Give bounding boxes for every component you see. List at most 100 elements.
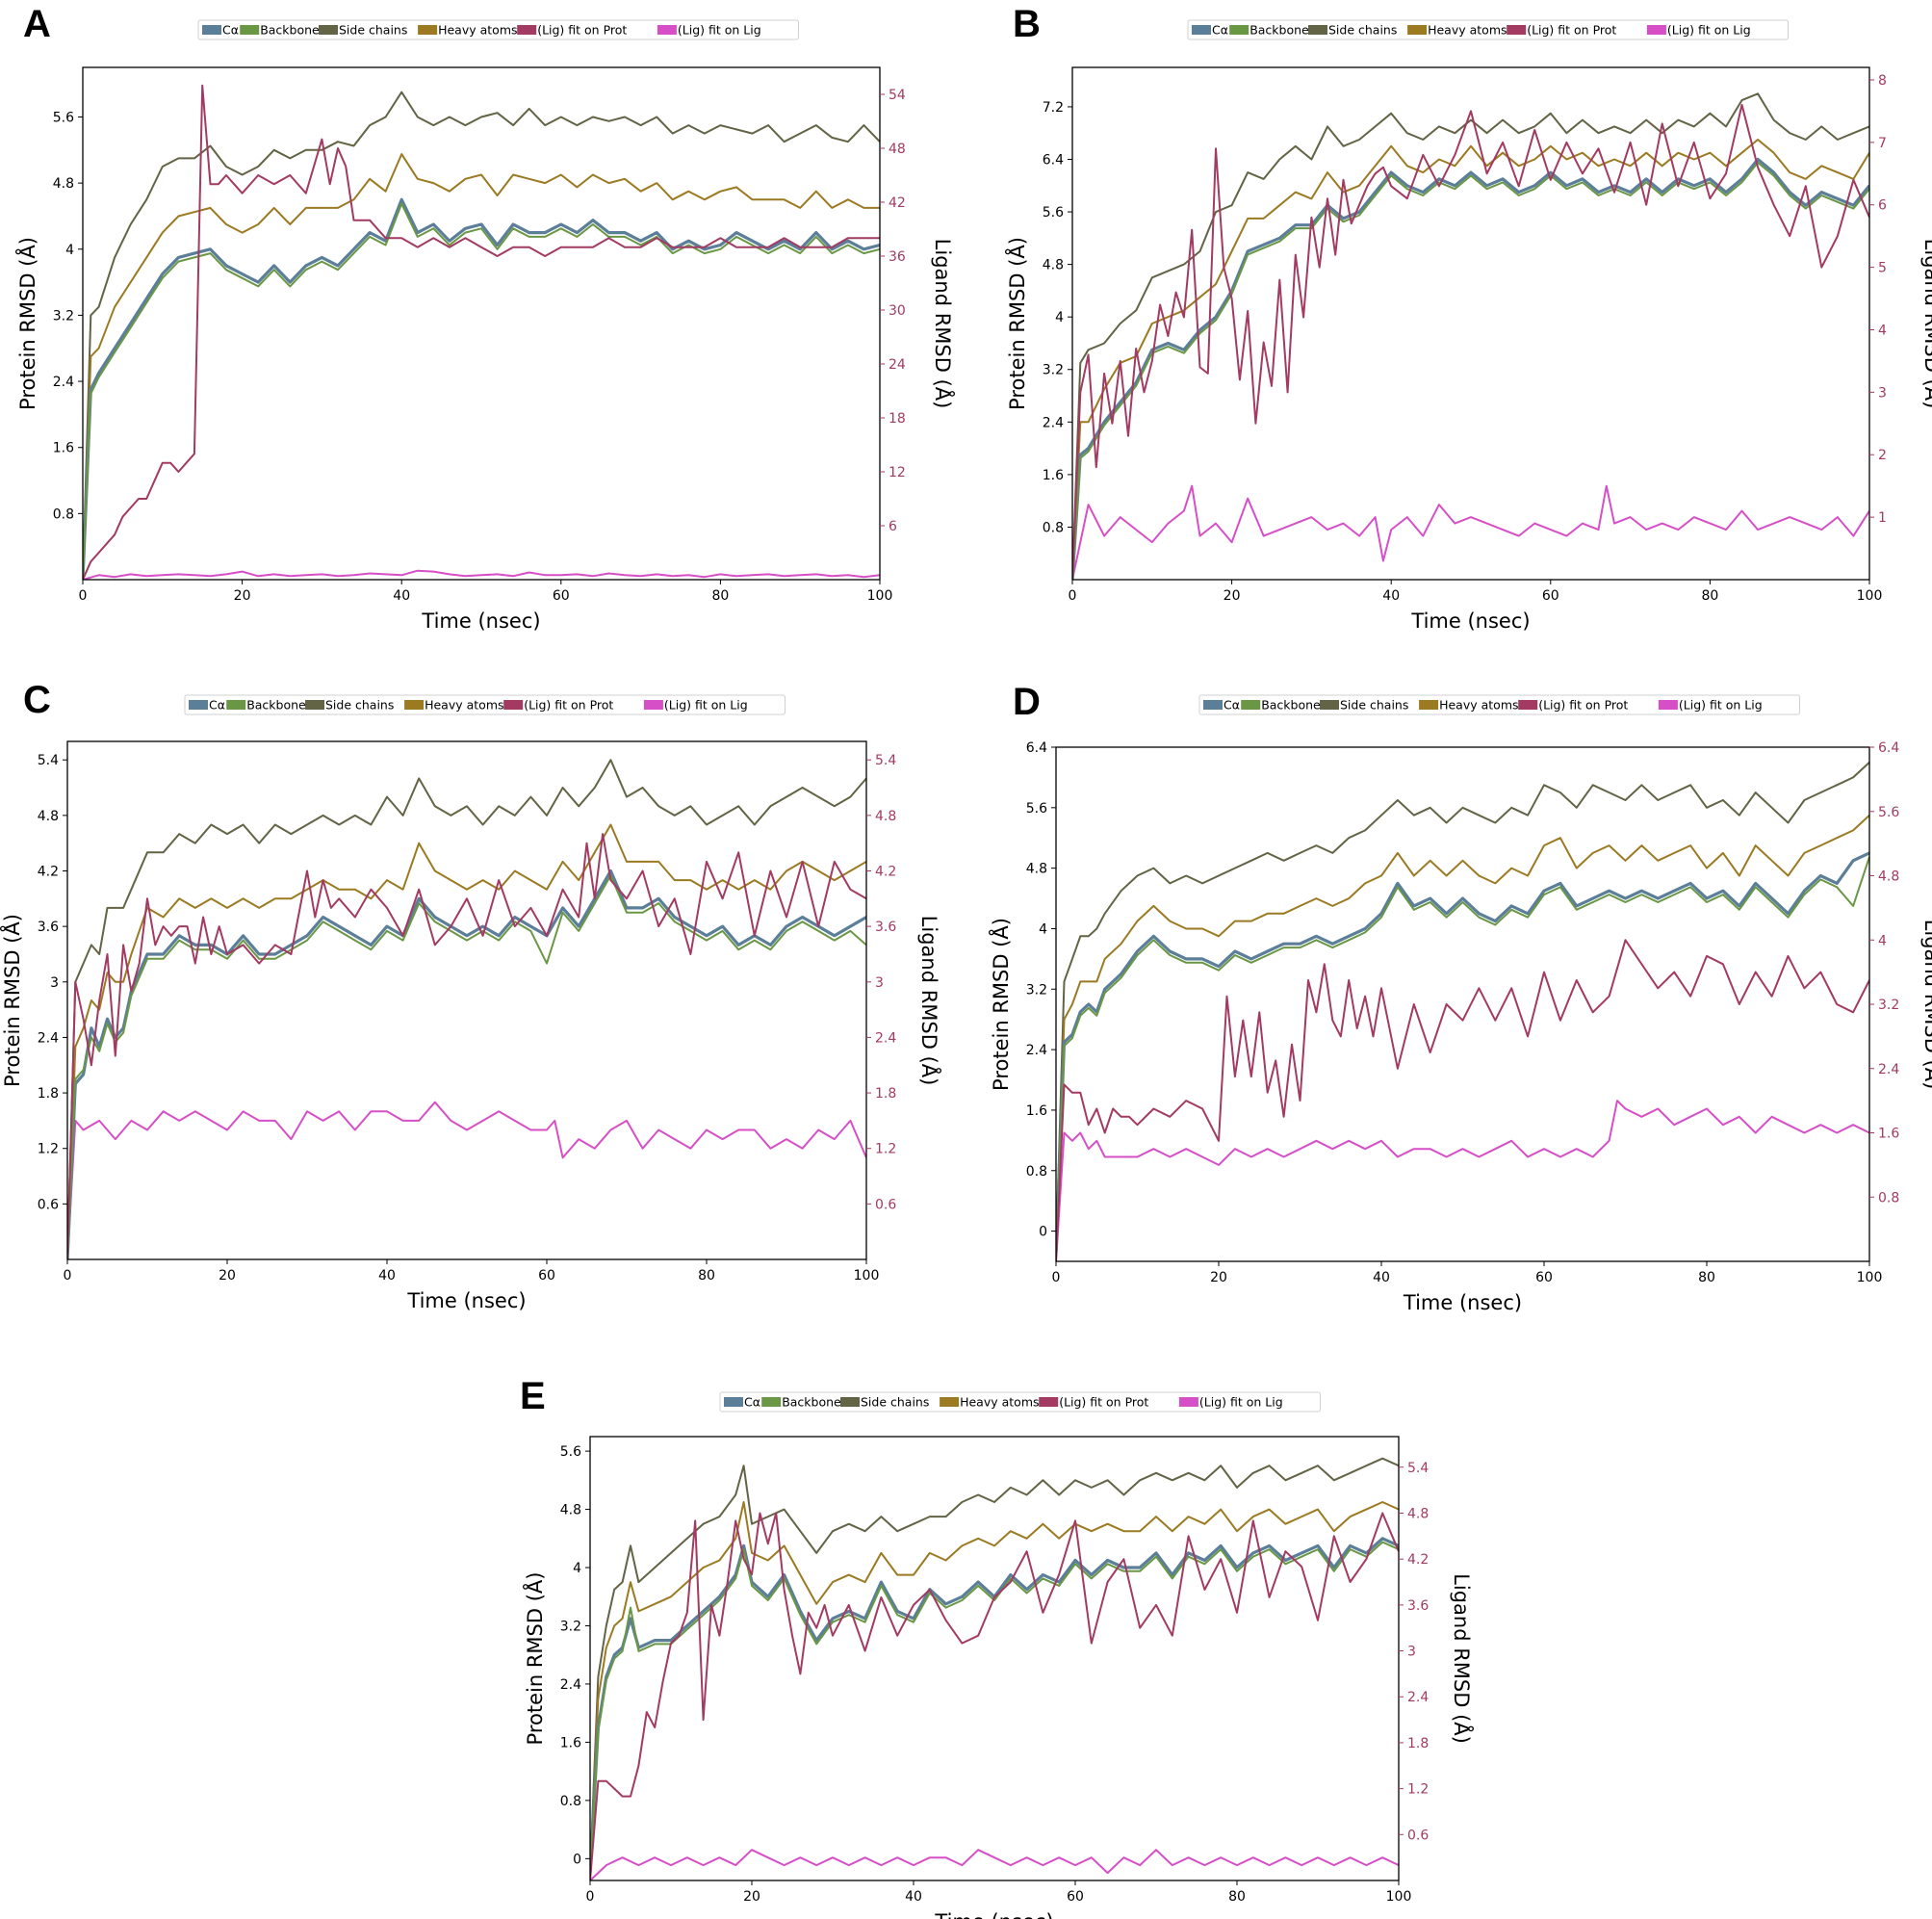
legend-swatch-side-chains bbox=[1308, 25, 1327, 35]
y-right-tick-label: 24 bbox=[889, 357, 906, 373]
y-right-tick-label: 3 bbox=[1878, 385, 1887, 401]
panel-letter: A bbox=[23, 3, 51, 45]
y-right-tick-label: 2.4 bbox=[1407, 1690, 1429, 1705]
y-left-tick-label: 0.6 bbox=[38, 1197, 59, 1212]
legend-label-ca: Cα bbox=[1224, 698, 1240, 713]
legend-label-side-chains: Side chains bbox=[1340, 698, 1408, 713]
y-left-tick-label: 5.6 bbox=[1026, 801, 1047, 817]
y-right-tick-label: 0.6 bbox=[1407, 1828, 1429, 1843]
y-right-tick-label: 1.8 bbox=[875, 1086, 896, 1102]
series-line-lig-fit-lig bbox=[67, 1101, 866, 1259]
x-tick-label: 0 bbox=[79, 588, 88, 604]
x-axis-title: Time (nsec) bbox=[934, 1910, 1053, 1919]
y-left-tick-label: 5.6 bbox=[1043, 205, 1064, 220]
series-line-side-chains bbox=[67, 759, 866, 1259]
y-left-tick-label: 1.6 bbox=[560, 1735, 581, 1750]
y-left-tick-label: 4.8 bbox=[1026, 862, 1047, 877]
series-group bbox=[590, 1457, 1399, 1880]
x-tick-label: 60 bbox=[1535, 1270, 1553, 1285]
x-tick-label: 20 bbox=[219, 1268, 236, 1284]
y-right-tick-label: 36 bbox=[889, 249, 906, 265]
y-left-tick-label: 4 bbox=[1039, 921, 1047, 937]
legend-swatch-side-chains bbox=[1320, 700, 1339, 710]
series-line-lig-fit-prot bbox=[590, 1512, 1399, 1880]
legend-swatch-lig-fit-lig bbox=[1658, 700, 1678, 710]
legend-label-lig-fit-prot: (Lig) fit on Prot bbox=[1538, 698, 1628, 713]
x-tick-label: 100 bbox=[867, 588, 893, 604]
legend-swatch-ca bbox=[1192, 25, 1211, 35]
x-tick-label: 40 bbox=[1373, 1270, 1390, 1285]
x-axis-title: Time (nsec) bbox=[1403, 1291, 1522, 1314]
y-left-tick-label: 1.2 bbox=[38, 1142, 59, 1157]
legend-label-lig-fit-prot: (Lig) fit on Prot bbox=[537, 23, 627, 38]
legend-swatch-lig-fit-prot bbox=[1518, 700, 1538, 710]
x-tick-label: 20 bbox=[1210, 1270, 1227, 1285]
y-left-tick-label: 2.4 bbox=[53, 375, 74, 390]
y-right-tick-label: 3.6 bbox=[1407, 1598, 1429, 1614]
y-right-tick-label: 2.4 bbox=[1878, 1062, 1899, 1077]
series-line-side-chains bbox=[1072, 92, 1869, 580]
y-right-tick-label: 48 bbox=[889, 142, 906, 157]
y-right-tick-label: 3.6 bbox=[875, 920, 896, 935]
legend-swatch-heavy-atoms bbox=[940, 1397, 960, 1407]
panel-e: E Cα Backbone Side chains Heavy atoms (Lig) f… bbox=[520, 1375, 1475, 1919]
series-line-lig-fit-lig bbox=[83, 569, 880, 580]
x-tick-label: 100 bbox=[854, 1268, 880, 1284]
y-left-tick-label: 5.6 bbox=[53, 110, 74, 125]
series-group bbox=[67, 759, 866, 1259]
panel-c: C Cα Backbone Side chains Heavy atoms (Lig) f… bbox=[0, 679, 942, 1312]
x-tick-label: 100 bbox=[1857, 1270, 1883, 1285]
series-line-heavy-atoms bbox=[590, 1501, 1399, 1874]
series-line-heavy-atoms bbox=[1072, 139, 1869, 580]
legend-swatch-heavy-atoms bbox=[1407, 25, 1428, 35]
legend-swatch-lig-fit-prot bbox=[503, 700, 524, 710]
y-right-tick-label: 2.4 bbox=[875, 1030, 896, 1046]
legend-label-lig-fit-lig: (Lig) fit on Lig bbox=[1679, 698, 1763, 713]
y-left-tick-label: 5.4 bbox=[38, 753, 59, 768]
x-tick-label: 80 bbox=[711, 588, 729, 604]
x-tick-label: 20 bbox=[1224, 588, 1241, 604]
y-right-tick-label: 3 bbox=[875, 975, 884, 991]
y-right-tick-label: 5 bbox=[1878, 261, 1887, 276]
panel-letter: D bbox=[1013, 681, 1041, 723]
y-left-tick-label: 2.4 bbox=[1043, 415, 1064, 430]
series-line-side-chains bbox=[1056, 761, 1869, 1255]
legend-label-heavy-atoms: Heavy atoms bbox=[1439, 698, 1518, 713]
series-line-heavy-atoms bbox=[1056, 814, 1869, 1255]
x-tick-label: 40 bbox=[393, 588, 410, 604]
y-right-tick-label: 12 bbox=[889, 465, 906, 480]
y-left-tick-label: 1.6 bbox=[1026, 1103, 1047, 1119]
legend-label-lig-fit-prot: (Lig) fit on Prot bbox=[1059, 1395, 1148, 1410]
series-group bbox=[1056, 761, 1869, 1261]
x-tick-label: 20 bbox=[234, 588, 251, 604]
x-tick-label: 0 bbox=[64, 1268, 72, 1284]
y-left-tick-label: 0 bbox=[573, 1852, 581, 1867]
plot-frame bbox=[66, 740, 867, 1260]
plot-frame bbox=[1071, 66, 1870, 581]
panel-letter: B bbox=[1013, 3, 1041, 45]
y-right-tick-label: 1.8 bbox=[1407, 1736, 1429, 1751]
y-left-tick-label: 3.2 bbox=[53, 308, 74, 324]
series-line-lig-fit-prot bbox=[83, 84, 880, 580]
y-right-tick-label: 4.8 bbox=[1878, 869, 1899, 885]
series-line-backbone bbox=[1056, 856, 1869, 1258]
legend-swatch-lig-fit-prot bbox=[1039, 1397, 1059, 1407]
legend-swatch-ca bbox=[724, 1397, 743, 1407]
legend-swatch-lig-fit-lig bbox=[643, 700, 663, 710]
y-left-axis-title: Protein RMSD (Å) bbox=[0, 914, 24, 1087]
x-tick-label: 60 bbox=[1067, 1889, 1084, 1905]
series-line-heavy-atoms bbox=[83, 153, 880, 580]
y-right-tick-label: 4.2 bbox=[1407, 1552, 1429, 1568]
y-right-tick-label: 18 bbox=[889, 411, 906, 427]
x-axis-title: Time (nsec) bbox=[421, 609, 540, 633]
legend-label-side-chains: Side chains bbox=[1328, 23, 1397, 38]
y-right-tick-label: 6 bbox=[1878, 198, 1887, 214]
y-left-tick-label: 6.4 bbox=[1043, 152, 1064, 168]
plot-frame bbox=[589, 1436, 1400, 1881]
y-right-tick-label: 3.2 bbox=[1878, 998, 1899, 1013]
x-tick-label: 60 bbox=[1542, 588, 1559, 604]
y-left-tick-label: 5.6 bbox=[560, 1444, 581, 1460]
series-line-lig-fit-lig bbox=[1072, 484, 1869, 580]
series-group bbox=[1072, 92, 1869, 580]
y-left-tick-label: 3 bbox=[50, 975, 59, 991]
